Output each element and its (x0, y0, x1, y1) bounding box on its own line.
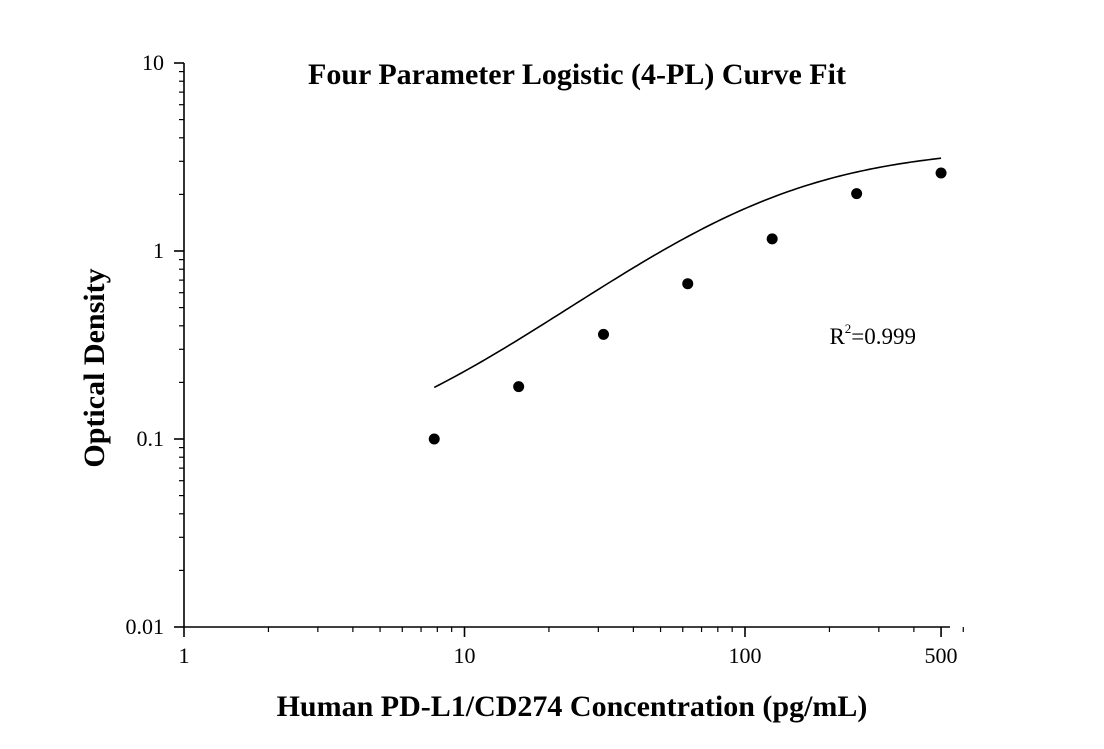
r-squared-value: =0.999 (851, 324, 916, 349)
y-tick-label: 10 (142, 50, 164, 75)
r-squared-letter: R (829, 324, 845, 349)
fit-curve-line (433, 157, 942, 389)
x-tick-label: 500 (925, 643, 958, 668)
x-tick-label: 1 (179, 643, 190, 668)
r-squared-superscript: 2 (845, 321, 852, 336)
y-tick-label: 0.1 (137, 426, 165, 451)
data-point (598, 328, 610, 340)
y-axis-label: Optical Density (78, 268, 111, 467)
data-point (682, 278, 694, 290)
data-points (428, 167, 947, 445)
r-squared-annotation: R2=0.999 (829, 321, 916, 349)
data-point (766, 233, 778, 245)
data-point (428, 433, 440, 445)
y-tick-label: 0.01 (126, 614, 165, 639)
x-tick-label: 100 (729, 643, 762, 668)
data-point (935, 167, 947, 179)
x-axis-ticks (183, 627, 964, 637)
x-tick-label: 10 (454, 643, 476, 668)
y-tick-label: 1 (153, 238, 164, 263)
y-axis-ticks (174, 62, 184, 628)
x-axis-label: Human PD-L1/CD274 Concentration (pg/mL) (277, 690, 868, 723)
chart-title: Four Parameter Logistic (4-PL) Curve Fit (308, 58, 846, 91)
axes (183, 63, 950, 628)
x-axis-tick-labels: 1 10 100 500 (179, 643, 958, 668)
data-point (513, 381, 525, 393)
y-axis-tick-labels: 0.01 0.1 1 10 (126, 50, 165, 639)
data-point (851, 188, 863, 200)
